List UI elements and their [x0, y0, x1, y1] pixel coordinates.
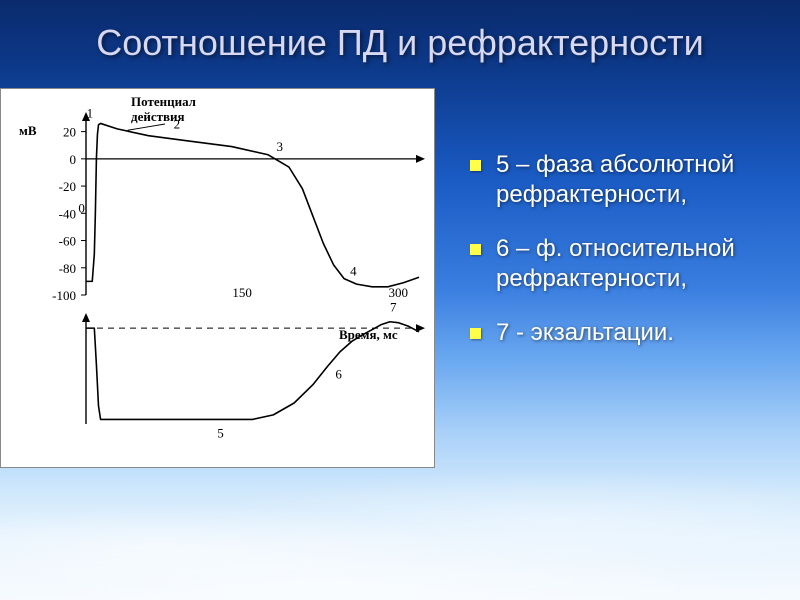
svg-text:2: 2: [174, 116, 181, 131]
svg-text:3: 3: [277, 139, 284, 154]
svg-text:-100: -100: [52, 288, 76, 303]
svg-text:мВ: мВ: [19, 123, 37, 138]
ap-refractoriness-chart: 200-20-40-60-80-100мВПотенциалдействия15…: [1, 89, 436, 469]
chart-panel: 200-20-40-60-80-100мВПотенциалдействия15…: [0, 88, 435, 468]
svg-text:-20: -20: [59, 179, 76, 194]
svg-text:5: 5: [217, 425, 224, 440]
svg-text:4: 4: [350, 263, 357, 278]
bullet-item: 7 - экзальтации.: [470, 318, 780, 348]
svg-text:-60: -60: [59, 234, 76, 249]
page-title: Соотношение ПД и рефрактерности: [0, 22, 800, 64]
svg-text:Время, мс: Время, мс: [339, 327, 398, 342]
bullet-item: 5 – фаза абсолютной рефрактерности,: [470, 150, 780, 210]
bullet-item: 6 – ф. относительной рефрактерности,: [470, 234, 780, 294]
bullet-list: 5 – фаза абсолютной рефрактерности, 6 – …: [470, 150, 780, 372]
svg-text:6: 6: [335, 366, 342, 381]
svg-text:-80: -80: [59, 261, 76, 276]
svg-text:-40: -40: [59, 206, 76, 221]
svg-text:150: 150: [232, 285, 252, 300]
svg-text:300: 300: [388, 285, 408, 300]
svg-text:0: 0: [78, 201, 85, 216]
svg-text:Потенциал: Потенциал: [131, 94, 196, 109]
svg-text:0: 0: [70, 152, 77, 167]
svg-text:20: 20: [63, 125, 76, 140]
svg-text:1: 1: [87, 105, 94, 120]
svg-text:7: 7: [390, 300, 397, 315]
